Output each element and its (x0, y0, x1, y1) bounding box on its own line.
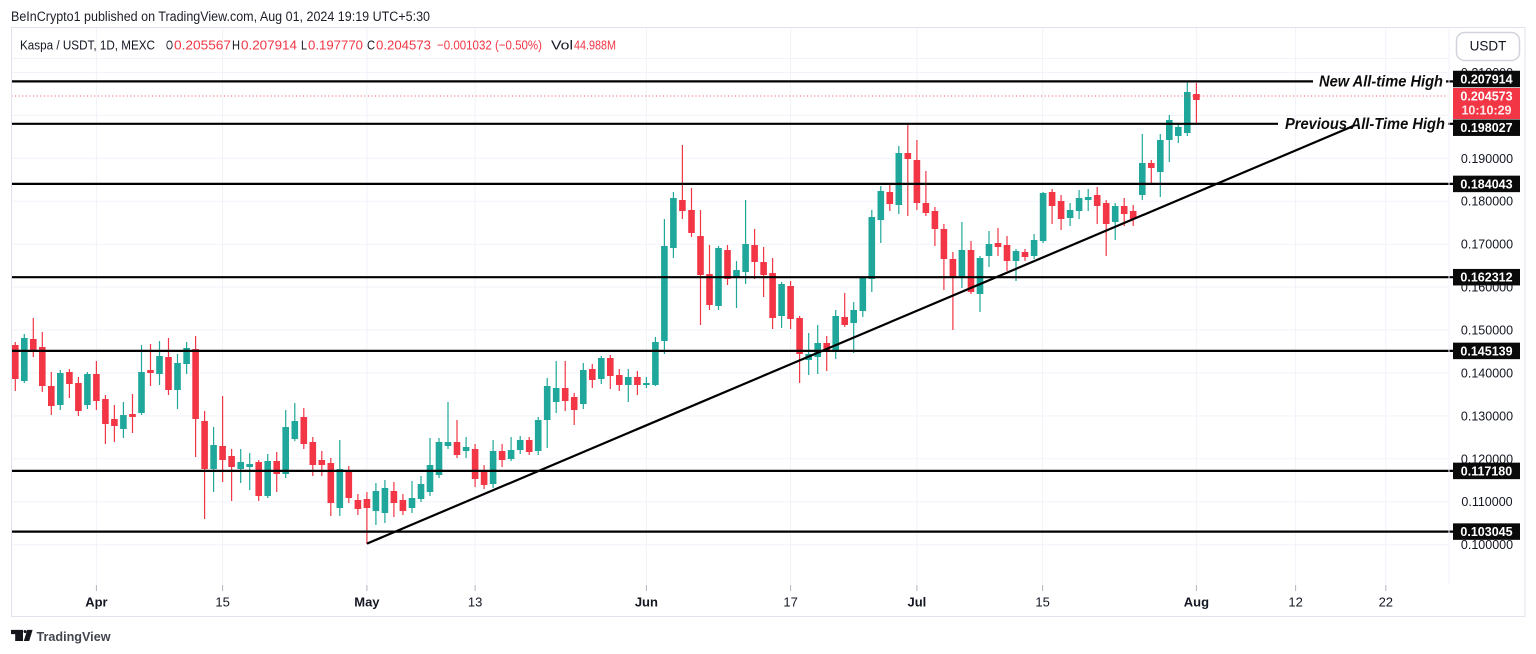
svg-text:17: 17 (783, 595, 797, 610)
svg-text:Previous All-Time High: Previous All-Time High (1285, 116, 1445, 133)
svg-text:0.190000: 0.190000 (1461, 152, 1513, 166)
svg-text:0.205567: 0.205567 (174, 38, 231, 53)
svg-text:0.162312: 0.162312 (1460, 271, 1512, 285)
svg-text:0.180000: 0.180000 (1461, 195, 1513, 209)
svg-text:10:10:29: 10:10:29 (1461, 104, 1511, 118)
svg-text:Apr: Apr (85, 595, 107, 610)
svg-text:0.103045: 0.103045 (1460, 525, 1512, 539)
svg-text:May: May (354, 595, 380, 610)
svg-text:0.145139: 0.145139 (1460, 344, 1512, 358)
svg-text:Aug: Aug (1184, 595, 1209, 610)
svg-text:USDT: USDT (1470, 39, 1507, 54)
svg-text:0.198027: 0.198027 (1460, 121, 1512, 135)
svg-text:0.100000: 0.100000 (1461, 538, 1513, 552)
svg-text:Kaspa / USDT, 1D, MEXC: Kaspa / USDT, 1D, MEXC (20, 38, 155, 53)
svg-text:New All-time High: New All-time High (1319, 74, 1443, 91)
svg-text:12: 12 (1288, 595, 1302, 610)
svg-text:0.207914: 0.207914 (241, 38, 297, 53)
svg-text:0.140000: 0.140000 (1461, 367, 1513, 381)
svg-text:TradingView: TradingView (37, 629, 112, 644)
svg-text:H: H (232, 38, 240, 53)
svg-text:0.130000: 0.130000 (1461, 409, 1513, 423)
svg-text:0.170000: 0.170000 (1461, 238, 1513, 252)
svg-text:0.150000: 0.150000 (1461, 324, 1513, 338)
svg-text:−0.001032 (−0.50%): −0.001032 (−0.50%) (437, 38, 542, 53)
svg-text:Jun: Jun (635, 595, 658, 610)
svg-text:O: O (166, 38, 173, 53)
svg-text:0.184043: 0.184043 (1460, 177, 1512, 191)
svg-text:0.204573: 0.204573 (1460, 90, 1512, 104)
svg-text:L: L (301, 38, 307, 53)
svg-text:BeInCrypto1 published on Tradi: BeInCrypto1 published on TradingView.com… (11, 9, 430, 24)
svg-text:Jul: Jul (908, 595, 927, 610)
svg-text:22: 22 (1379, 595, 1393, 610)
svg-text:15: 15 (215, 595, 229, 610)
svg-text:0.197770: 0.197770 (308, 38, 363, 53)
svg-text:44.988M: 44.988M (574, 38, 616, 53)
svg-text:13: 13 (468, 595, 482, 610)
svg-text:C: C (367, 38, 375, 53)
svg-text:0.110000: 0.110000 (1461, 495, 1512, 509)
svg-text:0.117180: 0.117180 (1461, 464, 1512, 478)
svg-text:0.207914: 0.207914 (1460, 73, 1512, 87)
svg-text:0.204573: 0.204573 (376, 38, 431, 53)
svg-text:Vol: Vol (551, 38, 573, 53)
svg-text:15: 15 (1035, 595, 1049, 610)
